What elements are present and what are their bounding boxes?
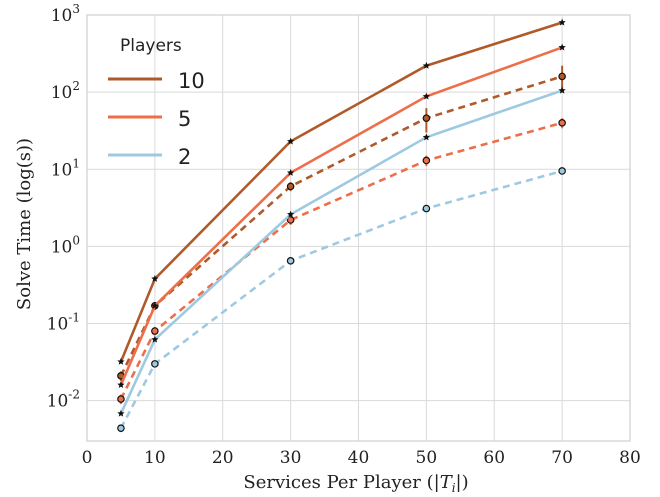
plot-frame (86, 14, 631, 442)
y-tick-label: 10-2 (47, 388, 80, 412)
circle-marker (151, 360, 159, 368)
series-solid-1 (117, 43, 566, 388)
legend-entry-label: 5 (178, 107, 191, 131)
circle-marker (117, 424, 125, 432)
star-marker (422, 61, 430, 69)
y-tick-label: 101 (51, 156, 80, 180)
legend-title: Players (120, 36, 182, 56)
star-marker (151, 301, 159, 309)
star-marker (287, 210, 295, 218)
circle-marker (286, 182, 295, 191)
legend-entry-label: 2 (178, 145, 191, 169)
y-tick-label: 10-1 (47, 311, 80, 335)
grid-lines (86, 14, 631, 441)
y-tick-label: 100 (51, 233, 80, 257)
circle-marker (151, 327, 159, 335)
series-dashed-4 (117, 118, 566, 405)
star-marker (287, 137, 295, 145)
star-marker (422, 92, 430, 100)
series-line (119, 89, 563, 415)
star-marker (558, 43, 566, 51)
y-tick-label: 102 (51, 79, 80, 103)
x-tick-label: 60 (483, 448, 505, 468)
star-marker (151, 335, 159, 343)
series-line (119, 121, 563, 400)
data-series (117, 18, 566, 433)
series-dashed-5 (117, 167, 566, 433)
x-tick-label: 70 (551, 448, 573, 468)
circle-marker (558, 167, 566, 175)
series-solid-2 (117, 86, 566, 417)
x-tick-label: 80 (619, 448, 641, 468)
y-tick-label: 103 (51, 2, 80, 26)
legend-entry-label: 10 (178, 69, 205, 93)
circle-marker (117, 395, 125, 403)
x-tick-label: 30 (280, 448, 302, 468)
star-marker (287, 169, 295, 176)
legend: Players 10 5 2 (108, 36, 205, 169)
circle-marker (422, 204, 431, 213)
circle-marker (558, 119, 566, 127)
circle-marker (422, 156, 431, 165)
star-marker (558, 18, 566, 26)
star-marker (422, 133, 430, 141)
x-tick-label: 20 (212, 448, 234, 468)
star-marker (117, 409, 125, 417)
series-line (119, 169, 563, 429)
x-tick-label: 0 (82, 448, 93, 468)
x-tick-label: 10 (144, 448, 166, 468)
circle-marker (558, 72, 566, 81)
y-axis-title: Solve Time (log(s)) (14, 138, 35, 310)
star-marker (151, 275, 159, 282)
star-marker (117, 381, 125, 388)
circle-marker (286, 216, 295, 224)
x-axis-title: Services Per Player (|Ti|) (243, 472, 468, 495)
star-marker (117, 357, 125, 365)
x-tick-label: 50 (416, 448, 438, 468)
circle-marker (422, 114, 431, 122)
x-tick-label: 40 (348, 448, 370, 468)
star-marker (558, 86, 566, 94)
series-solid-0 (117, 18, 566, 365)
circle-marker (286, 257, 295, 265)
plot-border (86, 14, 631, 442)
